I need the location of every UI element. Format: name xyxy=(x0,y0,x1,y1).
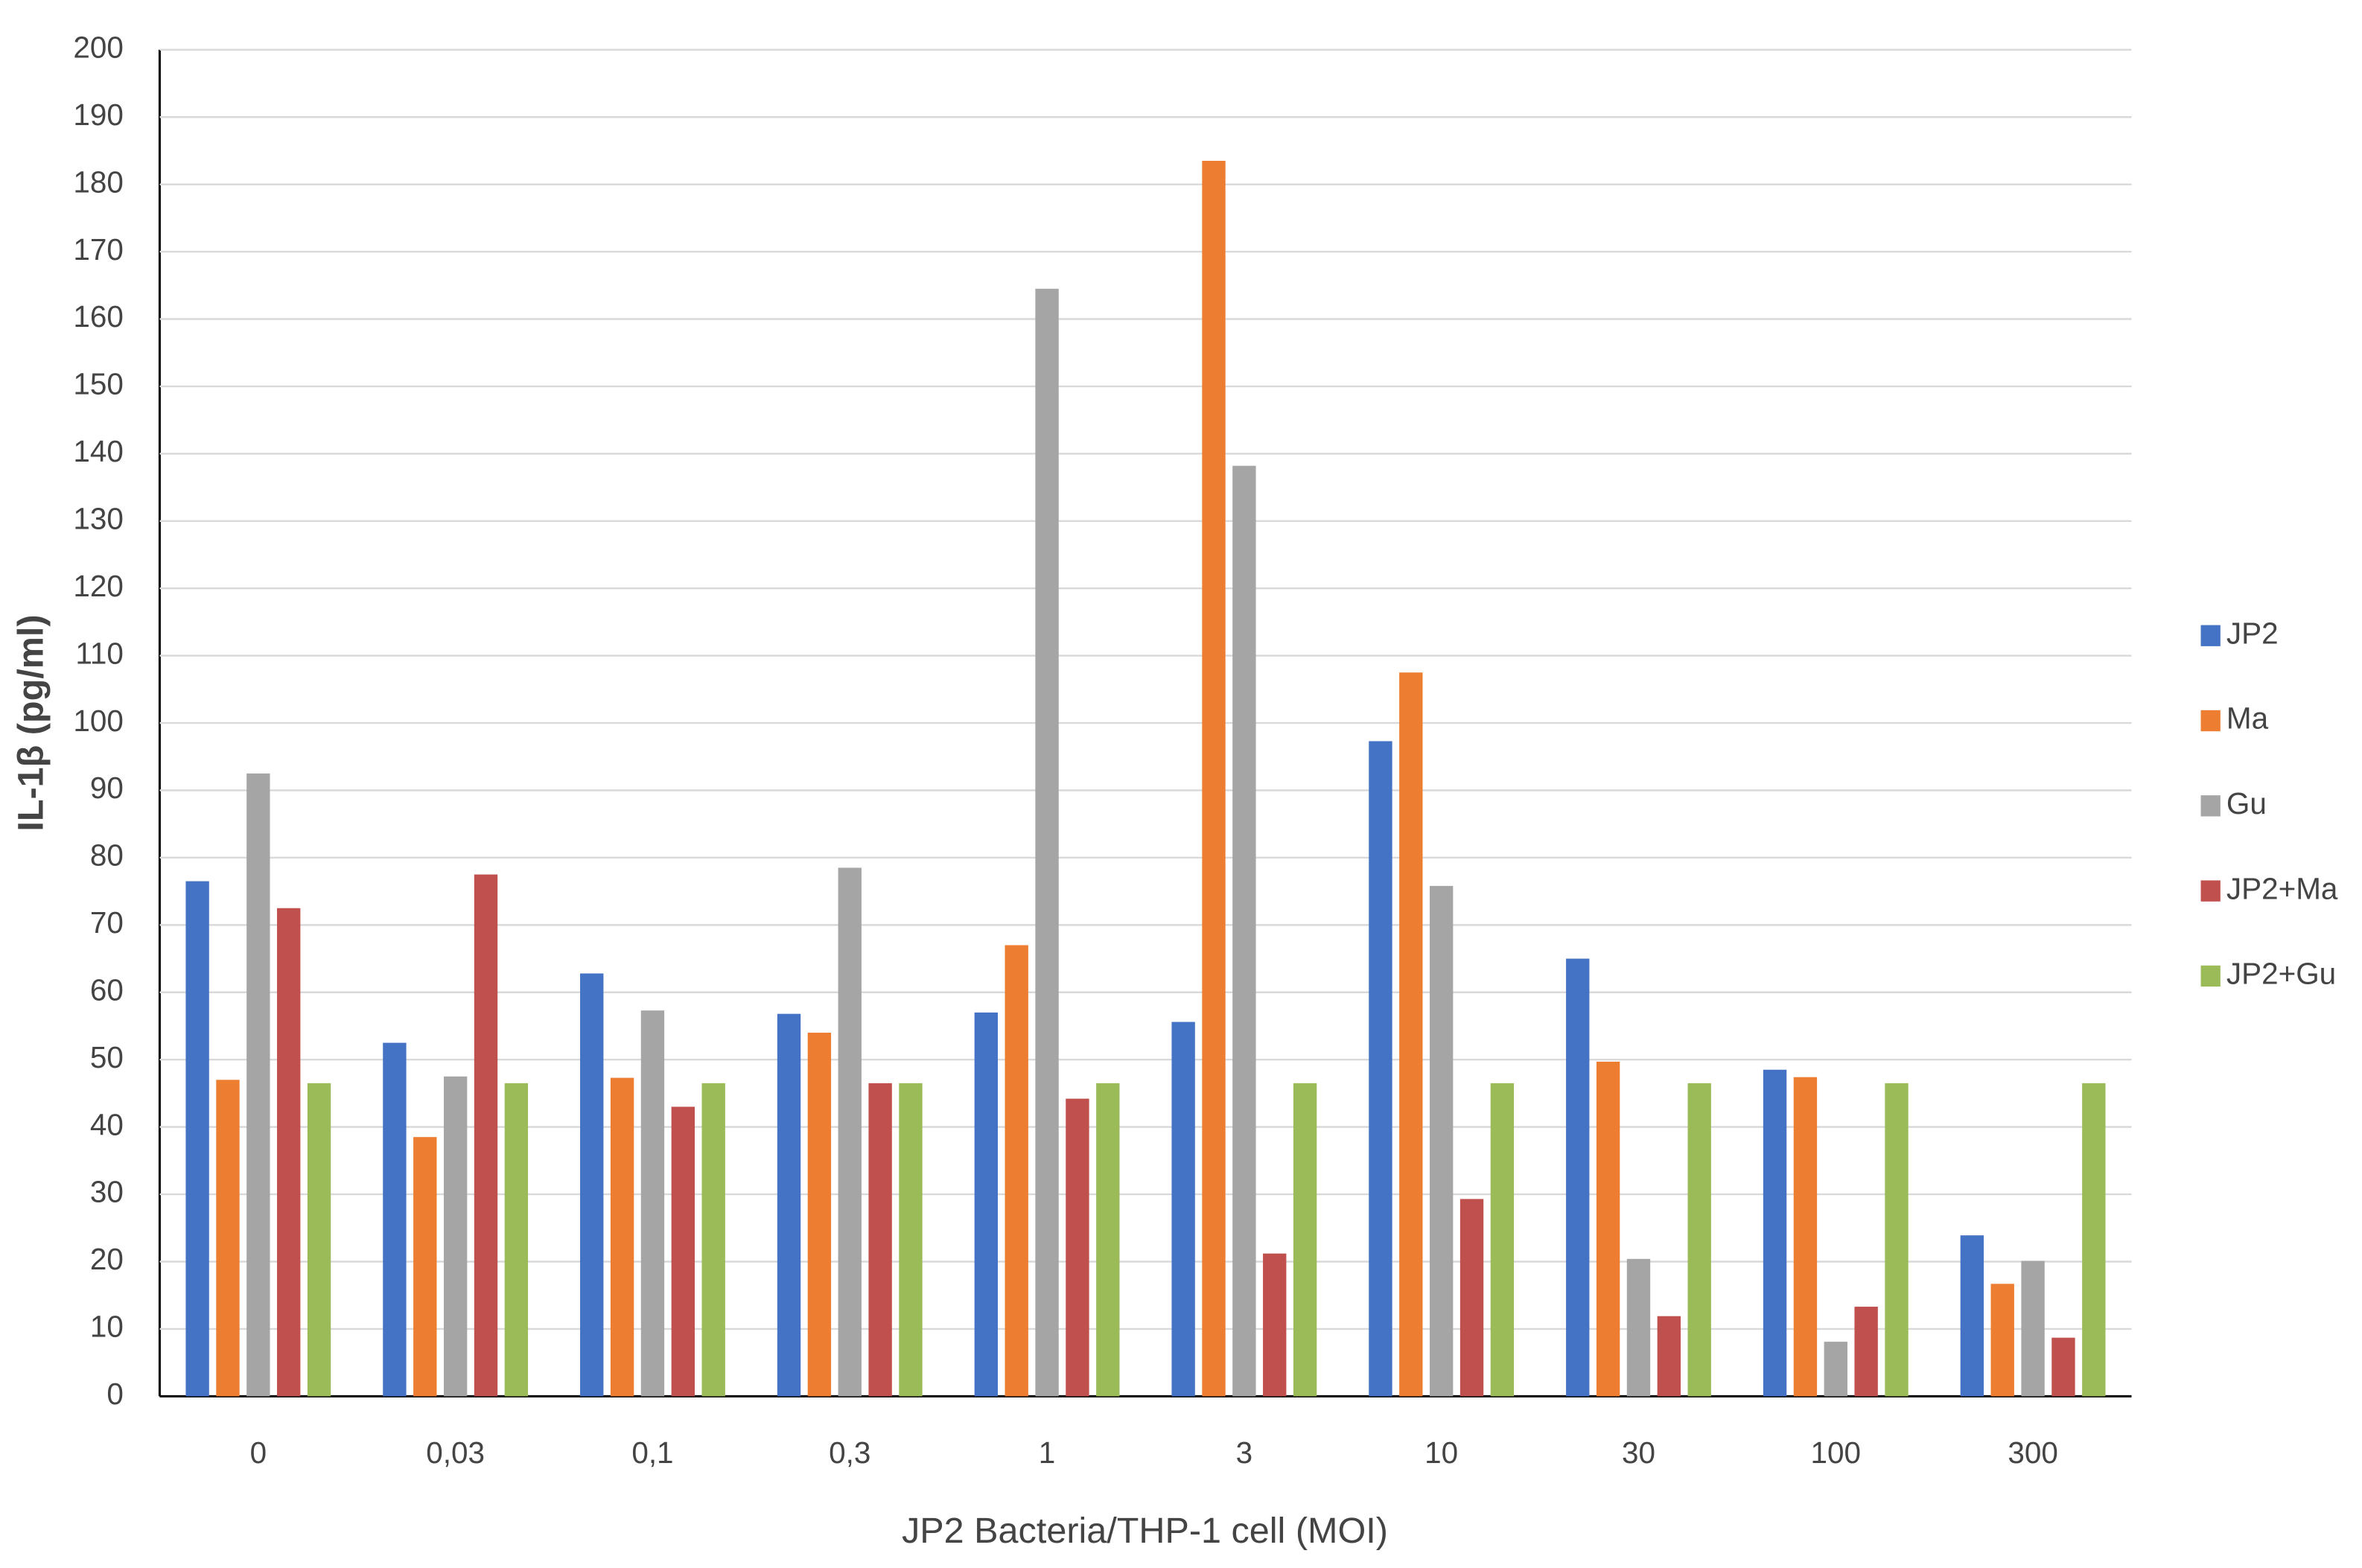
x-tick-label: 30 xyxy=(1622,1435,1655,1470)
legend-swatch xyxy=(2200,880,2221,902)
bar xyxy=(2051,1337,2075,1397)
bar xyxy=(1990,1284,2014,1397)
y-tick-label: 40 xyxy=(90,1107,124,1141)
bar xyxy=(610,1077,634,1397)
legend-swatch xyxy=(2200,795,2221,817)
legend-label: JP2 xyxy=(2226,616,2279,650)
bar xyxy=(1657,1316,1681,1397)
y-tick-label: 100 xyxy=(73,704,123,738)
x-tick-label: 0 xyxy=(250,1435,267,1470)
bar xyxy=(1687,1083,1711,1397)
bar xyxy=(1490,1083,1515,1397)
legend-label: Gu xyxy=(2226,786,2267,820)
legend-swatch xyxy=(2200,710,2221,732)
y-tick-label: 160 xyxy=(73,299,123,334)
bar xyxy=(2021,1261,2045,1397)
y-axis-title: IL-1β (pg/ml) xyxy=(10,614,51,831)
bar xyxy=(1596,1061,1620,1397)
y-tick-label: 190 xyxy=(73,98,123,132)
x-tick-label: 0,3 xyxy=(829,1435,870,1470)
bar xyxy=(701,1083,725,1397)
bar xyxy=(1232,465,1256,1397)
bar xyxy=(1005,945,1028,1397)
bar xyxy=(1035,288,1059,1397)
legend-label: Ma xyxy=(2226,701,2269,736)
bar xyxy=(413,1137,437,1397)
bar xyxy=(807,1033,832,1397)
y-tick-label: 30 xyxy=(90,1175,124,1209)
y-tick-label: 180 xyxy=(73,165,123,199)
bar xyxy=(277,908,301,1397)
bar xyxy=(671,1106,695,1397)
bar xyxy=(1096,1083,1120,1397)
x-tick-label: 1 xyxy=(1039,1435,1056,1470)
y-tick-label: 50 xyxy=(90,1040,124,1074)
y-tick-label: 60 xyxy=(90,972,124,1007)
bar xyxy=(443,1076,468,1397)
bar xyxy=(185,881,209,1397)
bar xyxy=(1202,161,1226,1397)
bar xyxy=(838,867,862,1397)
legend-label: JP2+Ma xyxy=(2226,871,2338,905)
bar xyxy=(2082,1083,2106,1397)
bar xyxy=(1263,1253,1287,1397)
y-tick-label: 90 xyxy=(90,771,124,805)
y-tick-label: 80 xyxy=(90,838,124,873)
bar xyxy=(1824,1342,1847,1397)
legend-swatch xyxy=(2200,625,2221,646)
bar xyxy=(1171,1022,1195,1397)
y-tick-label: 140 xyxy=(73,434,123,468)
x-tick-label: 0,1 xyxy=(631,1435,673,1470)
x-tick-label: 0,03 xyxy=(426,1435,485,1470)
y-tick-label: 10 xyxy=(90,1310,124,1344)
bar xyxy=(899,1083,923,1397)
bar xyxy=(1763,1069,1787,1397)
bar xyxy=(974,1012,999,1397)
bar xyxy=(1459,1199,1484,1397)
bar xyxy=(246,773,270,1397)
bar xyxy=(868,1083,892,1397)
y-tick-label: 200 xyxy=(73,30,123,64)
bar xyxy=(1429,885,1454,1397)
x-axis-title: JP2 Bacteria/THP-1 cell (MOI) xyxy=(902,1511,1388,1551)
y-tick-label: 0 xyxy=(106,1377,124,1411)
x-tick-label: 300 xyxy=(2008,1435,2057,1470)
bar xyxy=(1369,741,1392,1397)
bar xyxy=(580,973,604,1397)
y-tick-label: 170 xyxy=(73,232,123,267)
y-tick-label: 70 xyxy=(90,905,124,940)
bar xyxy=(307,1083,331,1397)
y-tick-label: 150 xyxy=(73,367,123,401)
y-tick-label: 20 xyxy=(90,1242,124,1276)
bar xyxy=(1626,1258,1651,1397)
bar xyxy=(1399,672,1423,1397)
legend-label: JP2+Gu xyxy=(2226,957,2336,991)
y-tick-label: 120 xyxy=(73,569,123,603)
bar xyxy=(640,1010,665,1397)
bar xyxy=(474,874,498,1397)
bar xyxy=(1793,1077,1818,1397)
bar xyxy=(777,1013,801,1397)
bar xyxy=(383,1042,407,1397)
bar xyxy=(1066,1098,1089,1397)
bar xyxy=(1293,1083,1317,1397)
bar xyxy=(504,1083,529,1397)
bar xyxy=(1960,1235,1984,1397)
x-tick-label: 100 xyxy=(1811,1435,1861,1470)
bar xyxy=(1885,1083,1909,1397)
bar xyxy=(1854,1307,1878,1397)
y-tick-label: 130 xyxy=(73,501,123,535)
x-tick-label: 3 xyxy=(1236,1435,1253,1470)
bar xyxy=(1566,958,1590,1397)
bar xyxy=(216,1080,240,1397)
legend-swatch xyxy=(2200,965,2221,987)
y-tick-label: 110 xyxy=(75,636,123,670)
x-tick-label: 10 xyxy=(1424,1435,1458,1470)
